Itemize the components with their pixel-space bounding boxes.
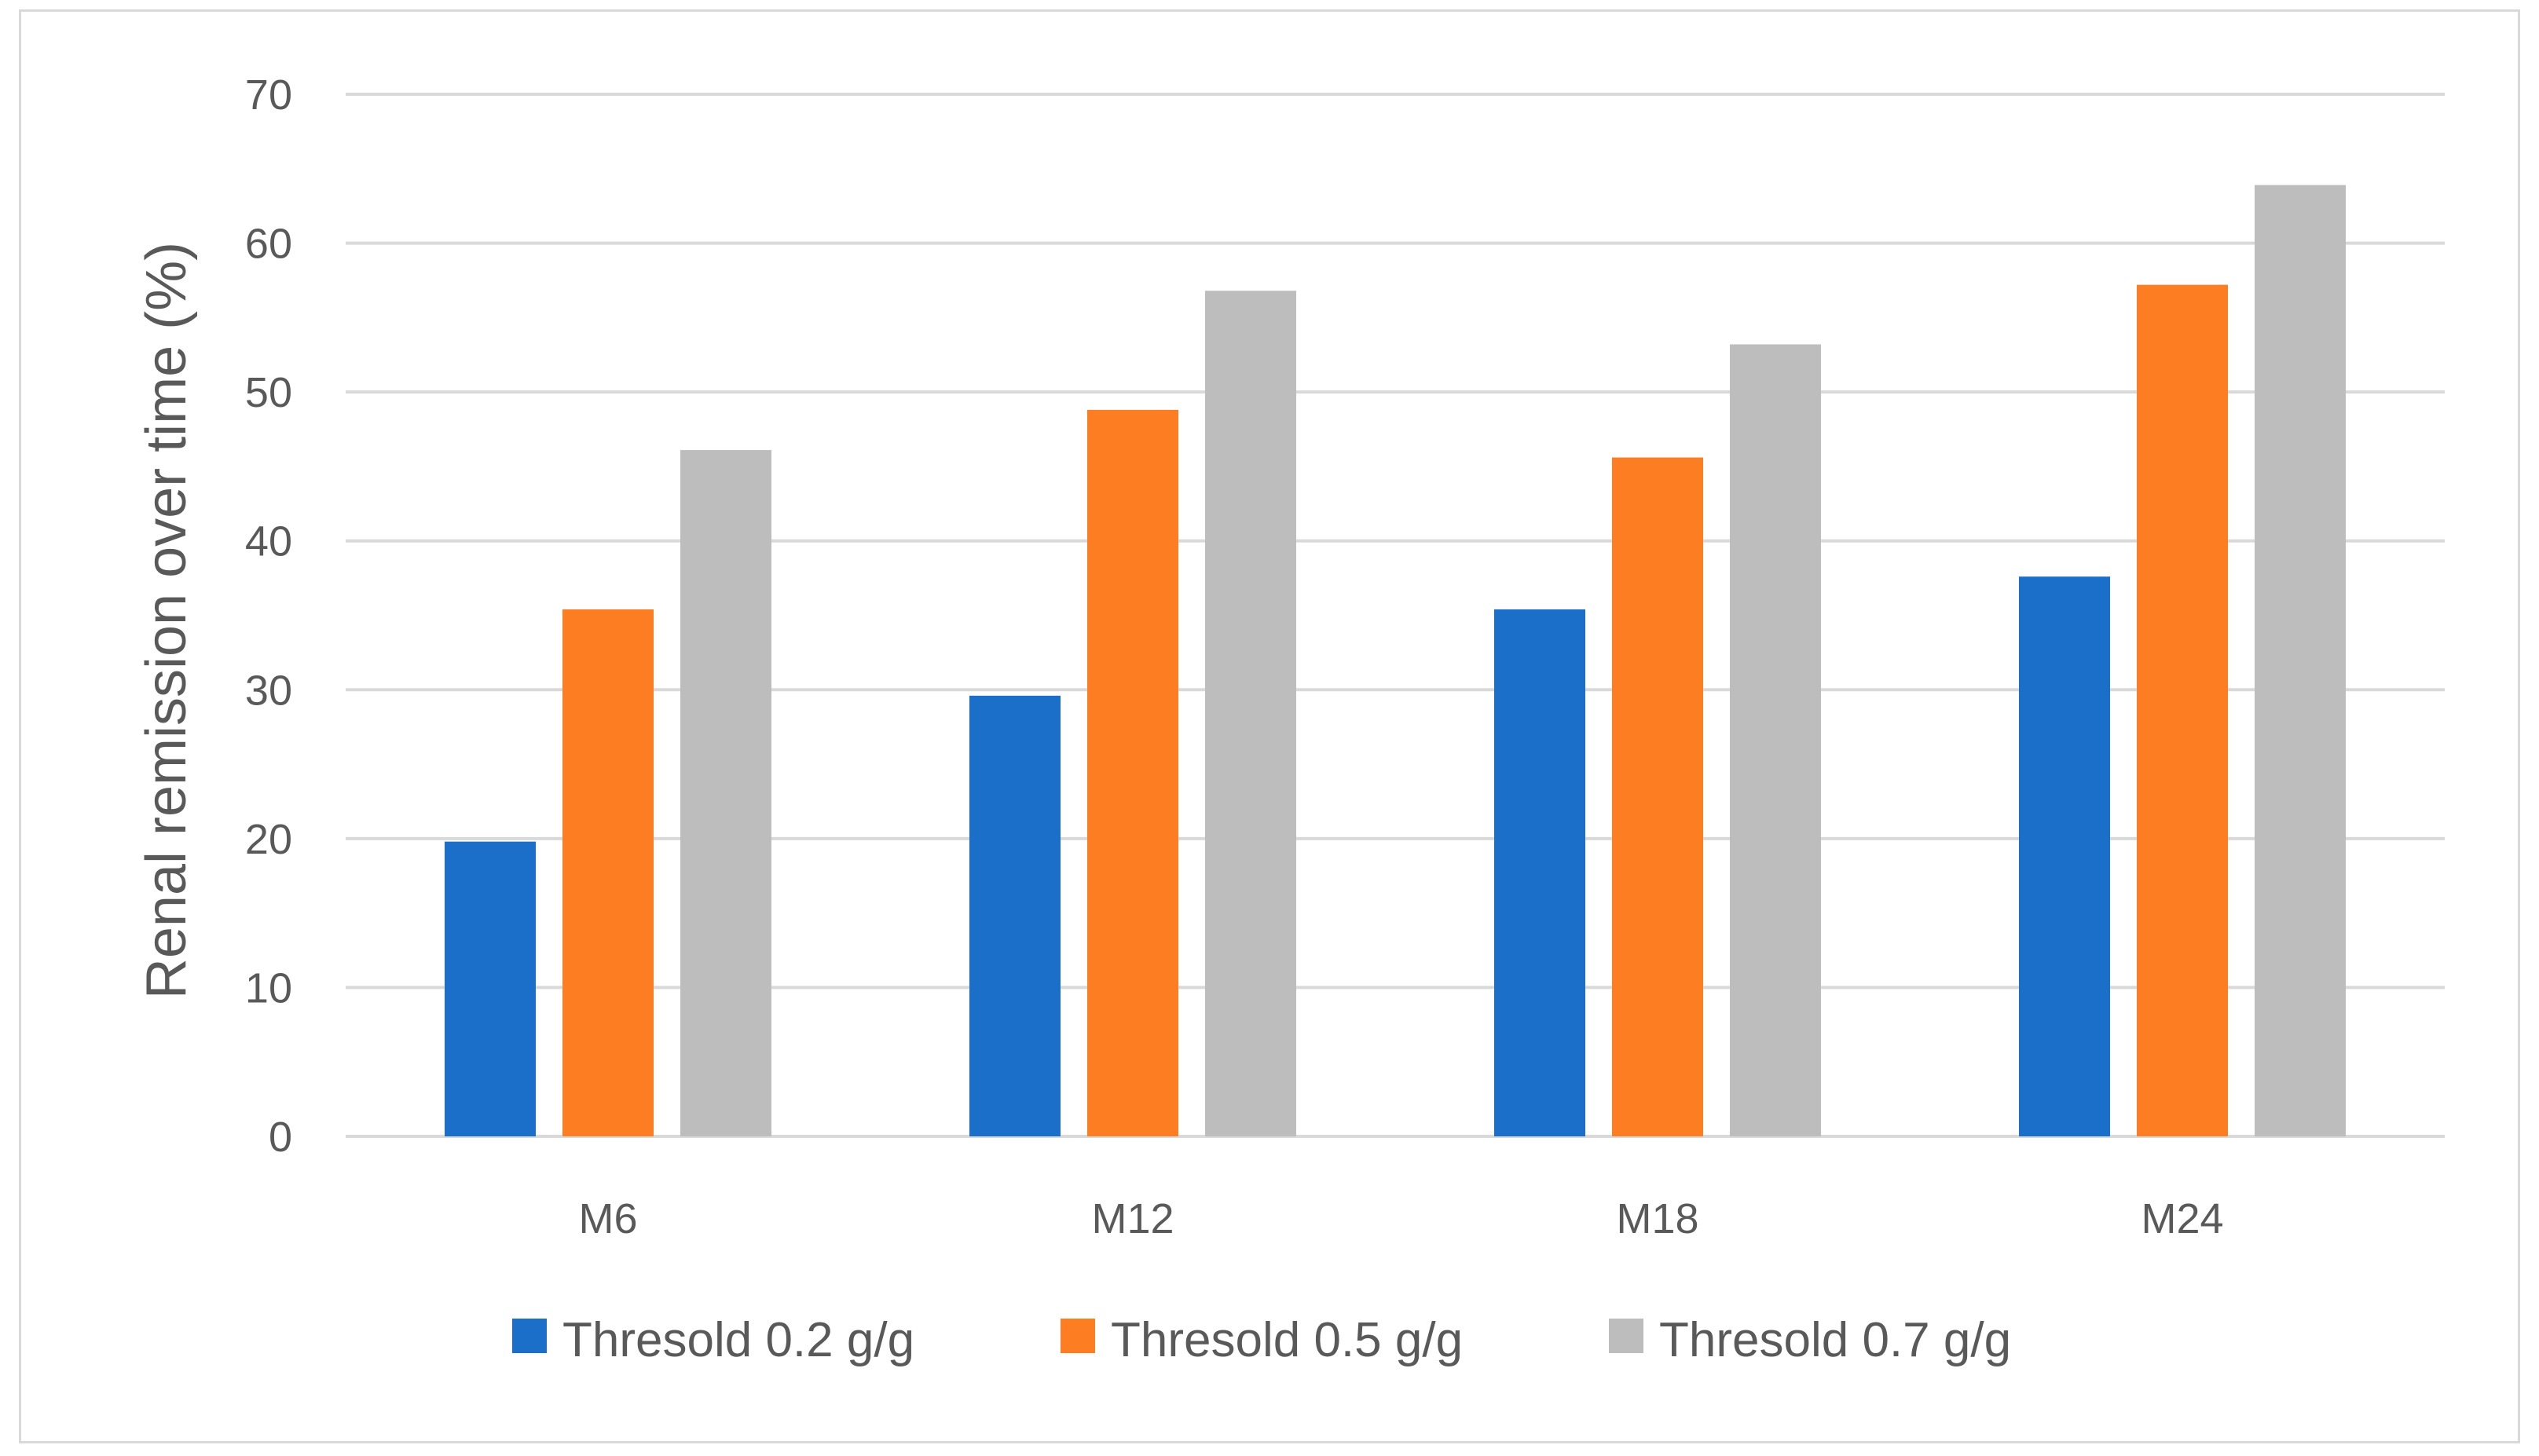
x-tick-label: M24	[2141, 1195, 2223, 1242]
legend-label: Thresold 0.7 g/g	[1659, 1313, 2011, 1367]
bar-m18-series-2	[1612, 457, 1703, 1136]
bar-m18-series-3	[1730, 344, 1821, 1137]
y-tick-label: 30	[245, 667, 292, 714]
legend-label: Thresold 0.2 g/g	[562, 1313, 914, 1367]
gridlines	[346, 93, 2445, 1138]
bar-m12-series-1	[969, 695, 1061, 1136]
y-tick-label: 70	[245, 71, 292, 119]
x-tick-label: M12	[1091, 1195, 1174, 1242]
legend-swatch	[512, 1319, 547, 1353]
bar-m12-series-3	[1205, 291, 1296, 1137]
bar-m24-series-2	[2137, 284, 2228, 1137]
legend: Thresold 0.2 g/g Thresold 0.5 g/g Thresold…	[512, 1313, 2011, 1367]
y-tick-label: 60	[245, 221, 292, 268]
x-tick-label: M6	[578, 1195, 637, 1242]
x-axis-ticks: M6 M12 M18 M24	[578, 1195, 2223, 1242]
y-tick-label: 10	[245, 964, 292, 1012]
bar-m24-series-1	[2019, 576, 2110, 1136]
y-axis-title: Renal remission over time (%)	[135, 242, 198, 999]
legend-label: Thresold 0.5 g/g	[1111, 1313, 1463, 1367]
bar-m18-series-1	[1494, 609, 1585, 1136]
legend-swatch	[1609, 1319, 1643, 1353]
bar-m6-series-2	[562, 609, 654, 1136]
bars	[445, 185, 2346, 1137]
y-tick-label: 0	[269, 1114, 292, 1161]
x-tick-label: M18	[1616, 1195, 1698, 1242]
y-tick-label: 40	[245, 518, 292, 565]
bar-m6-series-1	[445, 841, 536, 1136]
legend-swatch	[1061, 1319, 1095, 1353]
bar-m6-series-3	[680, 450, 771, 1136]
bar-m24-series-3	[2255, 185, 2346, 1137]
bar-m12-series-2	[1087, 409, 1178, 1136]
y-tick-label: 20	[245, 816, 292, 863]
y-tick-label: 50	[245, 369, 292, 416]
y-axis-ticks: 0 10 20 30 40 50 60 70	[245, 71, 292, 1161]
